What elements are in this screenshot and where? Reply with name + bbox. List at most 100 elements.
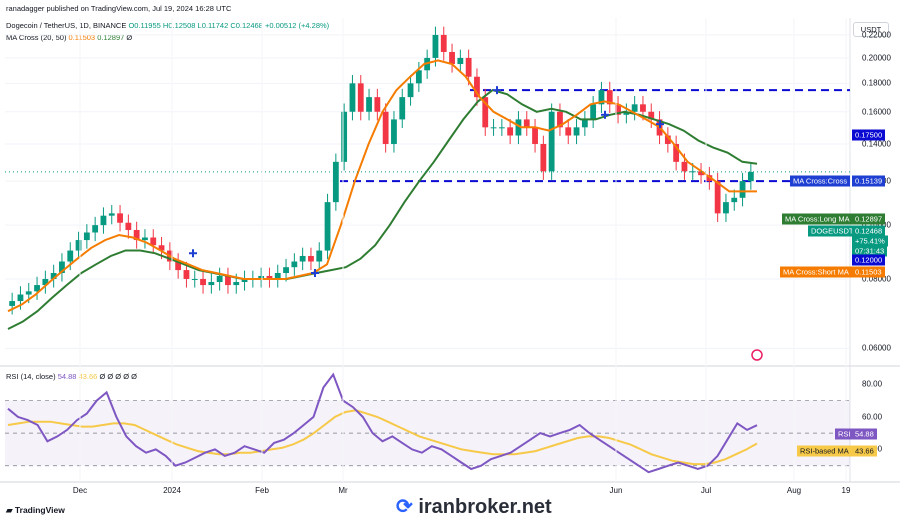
candle-body <box>681 161 688 172</box>
candle-body <box>739 181 746 198</box>
candle-body <box>482 97 489 128</box>
candle-body <box>17 294 24 302</box>
symbol-price-label: DOGEUSDT <box>808 225 857 237</box>
candle-body <box>316 250 323 262</box>
rsi-legend[interactable]: RSI (14, close) 54.88 43.66 Ø Ø Ø Ø Ø <box>6 372 137 381</box>
watermark: ⟳ iranbroker.net <box>396 494 552 519</box>
candle-body <box>150 237 157 246</box>
candle-body <box>34 285 40 292</box>
rsi-ma-label: RSI-based MA <box>797 445 852 457</box>
currency-selector[interactable]: USDT <box>853 22 889 37</box>
time-tick-label: Mr <box>338 486 348 495</box>
candle-body <box>332 161 339 203</box>
candle-body <box>457 57 464 65</box>
ma-short-line <box>7 59 757 313</box>
price-tick-label: 0.08000 <box>862 274 891 284</box>
time-tick-label: Feb <box>255 486 269 495</box>
candle-body <box>557 111 563 128</box>
candle-body <box>664 135 671 144</box>
candle-body <box>175 261 182 271</box>
tv-logo-text: TradingView <box>14 505 65 515</box>
candle-body <box>747 171 754 182</box>
candle-body <box>474 76 480 98</box>
candle-body <box>415 70 422 84</box>
watermark-text: iranbroker.net <box>418 496 552 518</box>
candle-body <box>374 97 381 112</box>
ma-eye-icon[interactable]: Ø <box>126 33 133 42</box>
candle-body <box>42 278 49 286</box>
candle-body <box>698 171 704 176</box>
candle-body <box>59 261 65 274</box>
rsi-value: 54.88 <box>852 428 877 440</box>
candle-body <box>606 90 613 105</box>
price-tick-label: 0.20000 <box>862 53 891 63</box>
candle-body <box>640 104 646 112</box>
ma-long-value: 0.12897 <box>97 33 125 42</box>
rsi-band <box>5 400 850 466</box>
price-tick-label: 0.16000 <box>862 107 891 117</box>
tv-logo-icon: ▰ <box>6 505 13 515</box>
candle-body <box>324 202 331 251</box>
symbol-title[interactable]: Dogecoin / TetherUS, 1D, BINANCE <box>6 21 127 30</box>
rsi-tick-label: 60.00 <box>862 412 883 422</box>
candle-body <box>133 230 140 241</box>
candle-body <box>274 273 281 279</box>
level-120-tag: 0.12000 <box>852 254 886 266</box>
candle-body <box>208 281 215 286</box>
candle-body <box>490 127 497 129</box>
time-tick-label: 2024 <box>163 486 181 495</box>
candle-body <box>233 281 240 286</box>
candle-body <box>432 34 439 58</box>
candle-body <box>706 175 713 182</box>
candle-body <box>573 127 580 136</box>
candle-body <box>689 171 696 173</box>
candle-body <box>407 83 414 98</box>
candle-body <box>465 57 472 77</box>
candle-body <box>50 273 57 279</box>
time-tick-label: Dec <box>72 486 88 495</box>
candle-body <box>391 119 397 144</box>
ma-legend[interactable]: MA Cross (20, 50) 0.11503 0.12897 Ø <box>6 33 132 42</box>
candle-body <box>631 104 638 112</box>
candle-body <box>183 270 190 279</box>
candle-body <box>108 213 115 216</box>
candle-body <box>548 111 555 172</box>
price-tick-label: 0.10000 <box>862 221 891 230</box>
time-tick-label: Jun <box>609 486 623 495</box>
candle-body <box>598 90 605 105</box>
ma-short-value: 0.11503 <box>68 33 96 42</box>
time-tick-label: Jul <box>700 486 712 495</box>
rsi-ma-value: 43.66 <box>852 445 877 457</box>
level-175-tag: 0.17500 <box>852 129 886 141</box>
time-tick-label: Aug <box>786 486 802 495</box>
watermark-icon: ⟳ <box>396 496 413 518</box>
candle-body <box>523 119 530 128</box>
candle-body <box>67 250 74 262</box>
symbol-countdown: 07:31:43 <box>852 245 888 257</box>
candle-body <box>216 275 223 282</box>
candle-body <box>648 111 655 120</box>
rsi-tick-label: 80.00 <box>862 379 883 389</box>
rsi-label: RSI <box>835 428 854 440</box>
candle-body <box>9 301 16 306</box>
candle-body <box>200 278 206 286</box>
rsi-settings-icons[interactable]: Ø Ø Ø Ø Ø <box>99 372 137 381</box>
tradingview-logo[interactable]: ▰ TradingView <box>6 505 65 516</box>
long-ma-value: 0.12897 <box>852 213 886 225</box>
candle-body <box>615 104 621 115</box>
ma-long-line <box>7 88 758 330</box>
candle-body <box>125 222 132 231</box>
candle-body <box>92 225 99 233</box>
candle-body <box>191 278 198 280</box>
price-tick-label: 0.06000 <box>862 343 891 353</box>
candle-body <box>590 104 597 120</box>
candle-body <box>723 202 729 214</box>
candle-body <box>731 197 738 203</box>
short-ma-label: MA Cross:Short MA <box>780 266 852 278</box>
candle-body <box>283 267 289 274</box>
candle-body <box>291 261 298 268</box>
ma-legend-title: MA Cross (20, 50) <box>6 33 67 42</box>
rsi-legend-title: RSI (14, close) <box>6 372 56 381</box>
candle-body <box>498 127 505 129</box>
